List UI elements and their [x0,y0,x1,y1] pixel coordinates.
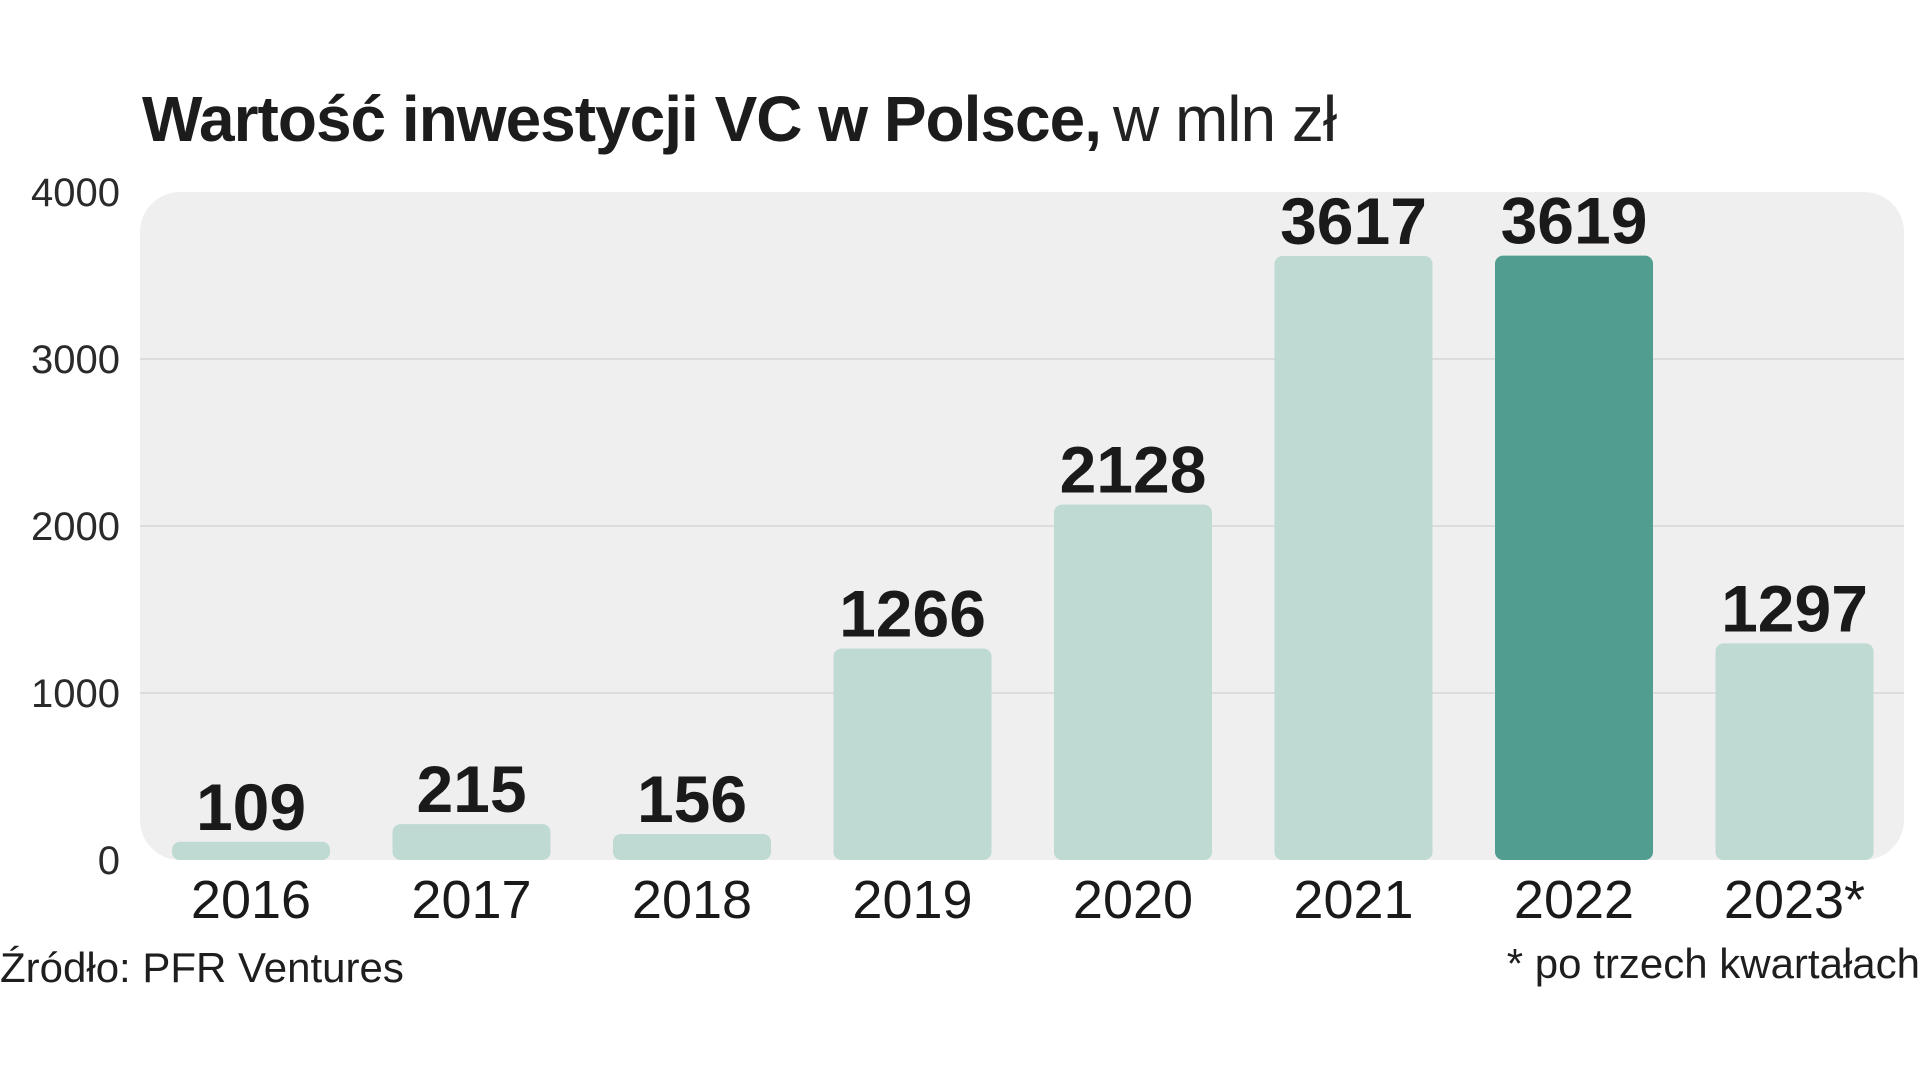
bar-2018 [613,833,771,860]
data-label: 3617 [1280,184,1427,258]
data-label: 3619 [1501,184,1648,258]
data-label: 156 [637,762,747,836]
y-tick-label: 1000 [31,672,120,716]
x-tick-label: 2023* [1724,870,1865,930]
x-tick-label: 2020 [1073,870,1193,930]
x-tick-label: 2021 [1293,870,1413,930]
data-label: 1297 [1721,571,1868,645]
bar-2019 [833,648,992,860]
bar-2023 [1715,643,1874,860]
bars [172,255,1874,860]
chart-title: Wartość inwestycji VC w Polsce, w mln zł [142,82,1337,156]
x-tick-label: 2022 [1514,870,1634,930]
y-tick-label: 2000 [31,505,120,549]
data-label: 215 [416,752,526,826]
chart-title-unit: w mln zł [1112,83,1337,155]
x-tick-label: 2017 [411,870,531,930]
bar-2017 [392,824,551,860]
bar-2022 [1495,255,1653,860]
x-tick-label: 2018 [632,870,752,930]
data-labels: 109 215 156 1266 2128 3617 3619 1297 [196,184,1868,844]
y-axis: 0 1000 2000 3000 4000 [31,171,120,883]
y-tick-label: 0 [98,839,120,883]
bar-2021 [1274,255,1433,860]
footnote: * po trzech kwartałach [1506,940,1920,987]
y-tick-label: 3000 [31,338,120,382]
data-label: 109 [196,770,306,844]
y-tick-label: 4000 [31,171,120,215]
x-tick-label: 2016 [191,870,311,930]
source-note: Źródło: PFR Ventures [0,944,404,991]
data-label: 2128 [1060,433,1207,507]
data-label: 1266 [839,577,986,651]
x-tick-label: 2019 [852,870,972,930]
bar-2016 [172,841,330,860]
x-axis: 2016 2017 2018 2019 2020 2021 2022 2023* [191,870,1865,930]
bar-2020 [1054,504,1212,860]
chart-title-main: Wartość inwestycji VC w Polsce, [142,83,1102,155]
